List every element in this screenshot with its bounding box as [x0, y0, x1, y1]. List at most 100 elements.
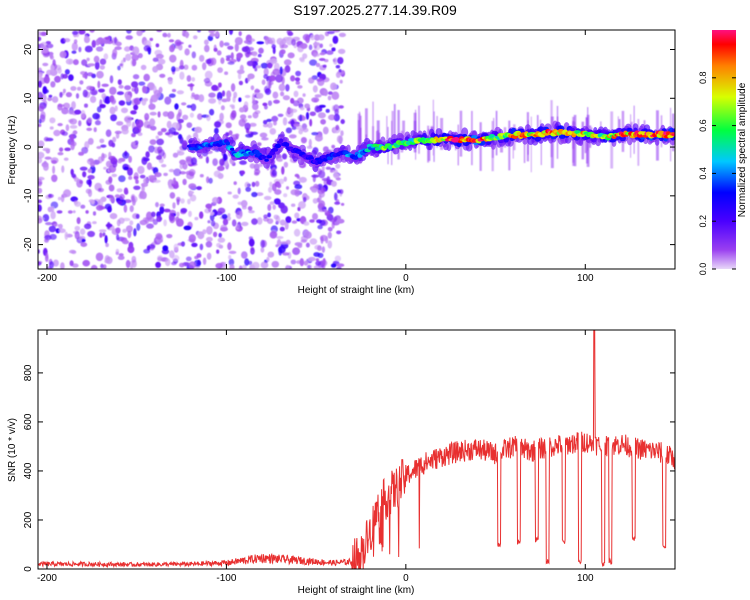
noise-blob — [156, 215, 162, 222]
noise-blob — [248, 238, 255, 247]
noise-blob — [124, 46, 131, 52]
noise-blob — [282, 252, 290, 256]
noise-blob — [262, 123, 269, 128]
noise-blob — [331, 47, 336, 52]
noise-blob — [158, 149, 165, 157]
noise-blob — [332, 169, 338, 174]
noise-blob — [96, 146, 102, 149]
noise-blob — [64, 69, 70, 75]
noise-blob — [275, 215, 281, 224]
noise-blob — [337, 189, 341, 194]
noise-blob — [208, 92, 216, 98]
noise-blob — [51, 96, 59, 103]
noise-blob — [47, 193, 54, 198]
noise-blob — [135, 179, 139, 184]
noise-blob — [234, 43, 239, 52]
noise-blob — [171, 254, 180, 262]
noise-blob — [174, 183, 179, 189]
noise-blob — [198, 94, 205, 103]
noise-blob — [59, 147, 64, 152]
noise-blob — [308, 256, 316, 262]
noise-blob — [260, 247, 265, 253]
noise-blob — [292, 247, 301, 255]
noise-blob — [143, 45, 151, 52]
spectrogram-frame — [37, 29, 676, 270]
noise-blob — [176, 151, 185, 156]
noise-blob — [82, 259, 90, 267]
noise-blob — [309, 59, 318, 66]
noise-blob — [47, 97, 53, 102]
noise-blob — [82, 171, 87, 178]
noise-blob — [155, 202, 159, 208]
spectrogram-y-tick-label: -10 — [23, 188, 34, 203]
noise-blob — [43, 163, 49, 171]
streak — [584, 134, 587, 154]
noise-blob — [216, 249, 220, 254]
noise-blob — [217, 207, 226, 214]
noise-blob — [252, 261, 260, 269]
noise-blob — [340, 202, 345, 206]
noise-blob — [67, 210, 73, 214]
noise-blob — [267, 62, 273, 69]
noise-blob — [118, 100, 126, 106]
noise-blob — [285, 186, 290, 190]
noise-blob — [290, 189, 298, 196]
noise-blob — [314, 105, 321, 113]
noise-blob — [185, 256, 192, 262]
noise-blob — [100, 263, 104, 269]
noise-blob — [208, 98, 217, 104]
noise-blob — [156, 138, 165, 146]
noise-blob — [269, 127, 277, 135]
noise-blob — [338, 105, 344, 109]
noise-blob — [247, 73, 255, 80]
spectrogram-y-tick-label: -20 — [23, 237, 34, 252]
noise-blob — [275, 244, 279, 248]
noise-blob — [87, 137, 94, 145]
noise-blob — [65, 124, 70, 132]
noise-blob — [283, 176, 287, 182]
noise-blob — [69, 260, 74, 267]
noise-blob — [162, 111, 169, 117]
noise-blob — [220, 105, 225, 111]
noise-blob — [236, 52, 243, 59]
spectrogram-y-tick-label: 10 — [23, 92, 34, 104]
noise-blob — [179, 262, 185, 268]
noise-blob — [188, 234, 196, 243]
noise-blob — [114, 46, 122, 51]
noise-blob — [121, 107, 128, 114]
noise-blob — [222, 153, 227, 162]
noise-blob — [93, 55, 100, 63]
noise-blob — [85, 188, 92, 194]
noise-blob — [38, 178, 43, 187]
noise-blob — [260, 261, 269, 269]
noise-blob — [43, 136, 50, 142]
noise-blob — [123, 166, 129, 171]
noise-blob — [154, 172, 162, 178]
noise-blob — [178, 108, 182, 118]
noise-blob — [293, 90, 299, 98]
noise-blob — [88, 158, 94, 163]
noise-blob — [338, 32, 346, 38]
noise-blob — [70, 134, 74, 143]
noise-blob — [230, 112, 236, 121]
noise-blob — [155, 43, 160, 48]
noise-blob — [98, 229, 107, 233]
noise-blob — [284, 221, 289, 230]
noise-blob — [327, 227, 333, 232]
noise-blob — [132, 198, 136, 206]
noise-blob — [160, 128, 167, 133]
noise-blob — [131, 81, 139, 88]
noise-blob — [87, 63, 96, 67]
snr-plot-area — [38, 330, 675, 569]
noise-blob — [133, 176, 139, 180]
noise-blob — [335, 71, 341, 78]
colorbar-tick-label: 0.4 — [698, 167, 708, 180]
signal-blob — [654, 138, 660, 146]
noise-blob — [94, 61, 100, 70]
noise-blob — [199, 54, 205, 62]
signal-blob — [446, 142, 452, 151]
noise-blob — [44, 156, 52, 160]
streak — [359, 115, 362, 157]
noise-blob — [317, 245, 322, 252]
noise-blob — [126, 30, 132, 34]
